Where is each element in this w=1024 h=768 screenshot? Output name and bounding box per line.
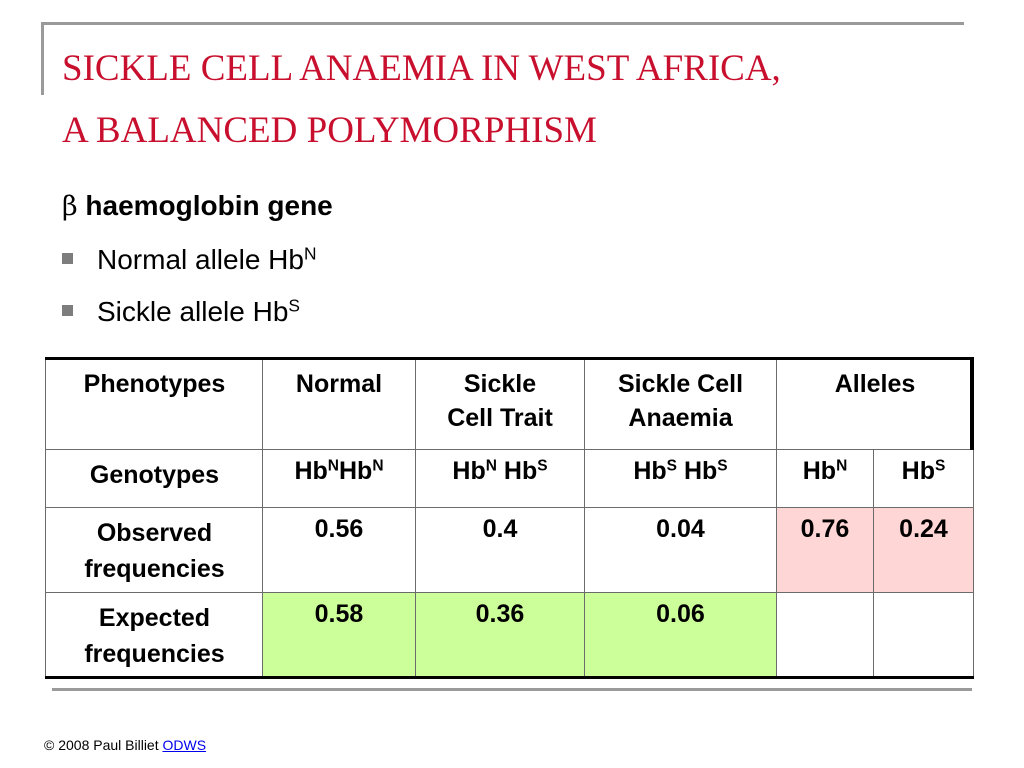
title-line-2: A BALANCED POLYMORPHISM — [62, 110, 597, 151]
genotype-normal: HbNHbN — [262, 449, 416, 508]
row-label-genotypes: Genotypes — [45, 449, 263, 508]
bullet-normal-allele: Normal allele HbN — [62, 244, 317, 276]
header-phenotypes: Phenotypes — [45, 359, 263, 450]
frequency-table: Phenotypes Normal Sickle Cell Trait Sickl… — [45, 359, 975, 678]
expected-allele-n-empty — [776, 592, 874, 678]
observed-normal: 0.56 — [262, 507, 416, 593]
table-bottom-border — [45, 676, 974, 679]
row-label-expected: Expected frequencies — [45, 592, 263, 678]
square-bullet-icon — [62, 253, 73, 265]
slide-top-rule — [44, 22, 964, 25]
expected-allele-s-empty — [872, 592, 975, 678]
odws-link[interactable]: ODWS — [162, 737, 207, 753]
title-line-1: SICKLE CELL ANAEMIA IN WEST AFRICA, — [62, 48, 781, 89]
observed-allele-n: 0.76 — [776, 507, 874, 593]
expected-anaemia: 0.06 — [584, 592, 777, 678]
observed-anaemia: 0.04 — [584, 507, 777, 593]
superscript: S — [288, 295, 301, 316]
genotype-allele-n: HbN — [776, 449, 874, 508]
table-row-phenotypes: Phenotypes Normal Sickle Cell Trait Sickl… — [45, 359, 975, 450]
slide-left-rule — [41, 22, 44, 95]
footer: © 2008 Paul Billiet ODWS — [44, 737, 206, 753]
header-alleles: Alleles — [775, 359, 975, 450]
table-header-right-border — [970, 357, 974, 450]
gene-heading-text: haemoglobin gene — [85, 190, 333, 221]
table-top-border — [45, 357, 974, 360]
gene-heading: β haemoglobin gene — [62, 190, 333, 222]
row-label-observed: Observed frequencies — [45, 507, 263, 593]
bullet-sickle-allele: Sickle allele HbS — [62, 296, 300, 328]
header-sickle-cell-anaemia: Sickle Cell Anaemia — [584, 359, 777, 450]
expected-normal: 0.58 — [262, 592, 416, 678]
superscript: N — [303, 243, 317, 264]
square-bullet-icon — [62, 305, 73, 317]
slide-bottom-rule — [52, 688, 972, 691]
copyright-text: © 2008 Paul Billiet — [44, 737, 163, 753]
slide-title: SICKLE CELL ANAEMIA IN WEST AFRICA, A BA… — [62, 38, 962, 162]
observed-trait: 0.4 — [415, 507, 585, 593]
header-sickle-cell-trait: Sickle Cell Trait — [415, 359, 585, 450]
bullet-text: Normal allele Hb — [97, 244, 304, 275]
observed-allele-s: 0.24 — [872, 507, 975, 593]
genotype-anaemia: HbS HbS — [584, 449, 777, 508]
table-row-observed: Observed frequencies 0.56 0.4 0.04 0.76 0… — [45, 507, 975, 593]
header-normal: Normal — [262, 359, 416, 450]
table-row-genotypes: Genotypes HbNHbN HbN HbS HbS HbS HbN HbS — [45, 449, 975, 508]
genotype-allele-s: HbS — [872, 449, 975, 508]
bullet-text: Sickle allele Hb — [97, 296, 289, 327]
expected-trait: 0.36 — [415, 592, 585, 678]
table-row-expected: Expected frequencies 0.58 0.36 0.06 — [45, 592, 975, 678]
genotype-trait: HbN HbS — [415, 449, 585, 508]
beta-symbol: β — [62, 191, 78, 222]
